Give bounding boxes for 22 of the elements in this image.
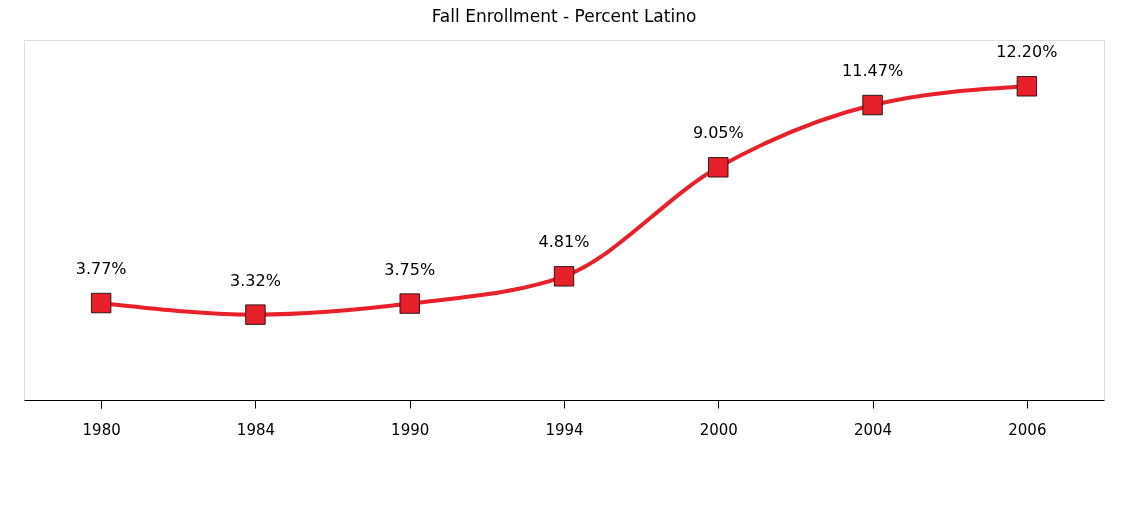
point: [553, 266, 575, 287]
x-tick-label: 1980: [82, 420, 121, 439]
x-tick-label: 1984: [236, 420, 276, 439]
data-label: 3.32%: [230, 270, 281, 290]
point: [708, 157, 729, 178]
x-tick-label: 1990: [391, 420, 430, 439]
x-tick-label: 1994: [545, 420, 584, 439]
chart-title: Fall Enrollment - Percent Latino: [431, 6, 697, 26]
data-label: 4.81%: [538, 232, 590, 252]
point: [91, 292, 112, 314]
point: [399, 293, 420, 314]
point: [862, 94, 883, 116]
point: [1016, 76, 1037, 97]
x-tick-label: 2004: [853, 420, 893, 439]
x-tick-label: 2000: [699, 420, 738, 439]
data-label: 3.77%: [75, 259, 127, 279]
x-tick-label: 2006: [1008, 420, 1047, 439]
data-label: 9.05%: [692, 123, 744, 143]
data-label: 11.47%: [842, 61, 904, 81]
data-label: 3.75%: [384, 259, 436, 279]
data-label: 12.20%: [996, 42, 1058, 62]
point: [245, 304, 266, 325]
